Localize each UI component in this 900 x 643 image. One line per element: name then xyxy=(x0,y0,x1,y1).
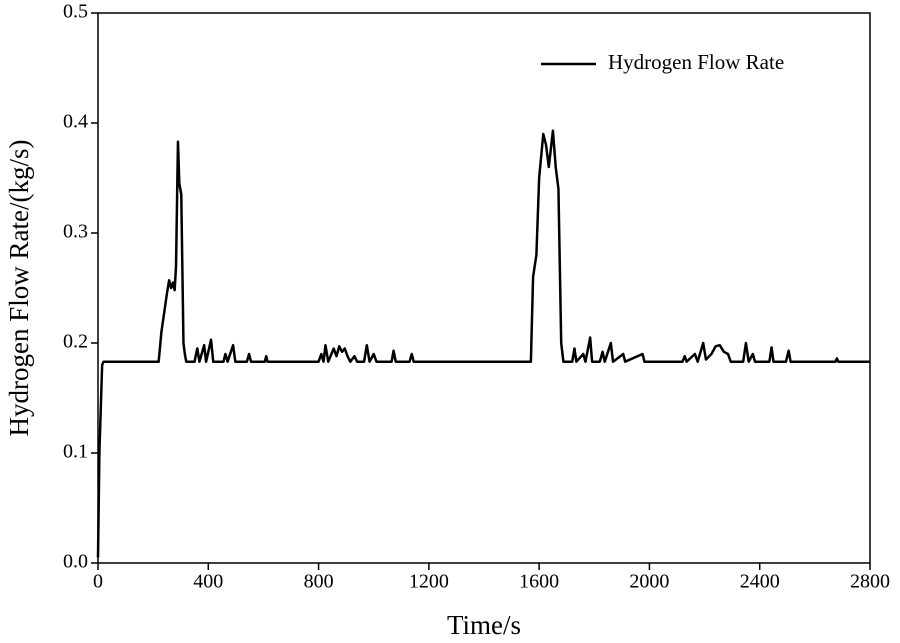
y-tick-label: 0.5 xyxy=(63,1,88,23)
data-line xyxy=(96,129,870,558)
y-tick-label: 0.4 xyxy=(63,111,88,133)
x-tick-label: 2000 xyxy=(629,571,669,593)
y-tick-label: 0.3 xyxy=(63,221,88,243)
x-tick-label: 1600 xyxy=(519,571,559,593)
x-tick-label: 400 xyxy=(193,571,223,593)
x-tick-label: 800 xyxy=(304,571,334,593)
y-axis-label: Hydrogen Flow Rate/(kg/s) xyxy=(4,140,34,437)
legend-label: Hydrogen Flow Rate xyxy=(608,50,784,74)
x-tick-label: 2800 xyxy=(850,571,890,593)
x-tick-label: 1200 xyxy=(409,571,449,593)
y-tick-label: 0.0 xyxy=(63,551,88,573)
x-axis-label: Time/s xyxy=(447,610,521,640)
x-tick-label: 2400 xyxy=(740,571,780,593)
plot-frame xyxy=(97,12,871,564)
y-tick-label: 0.1 xyxy=(63,441,88,463)
y-tick-label: 0.2 xyxy=(63,331,88,353)
x-tick-label: 0 xyxy=(93,571,103,593)
